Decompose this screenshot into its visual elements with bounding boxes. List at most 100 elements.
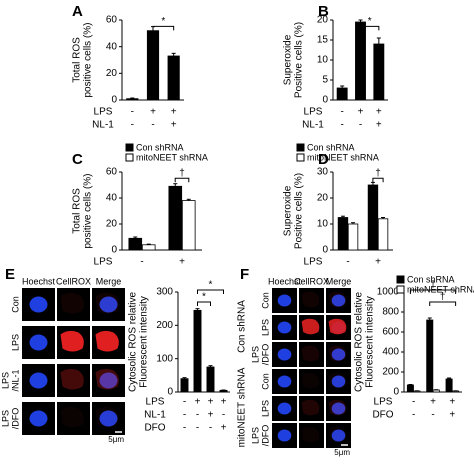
condition-value: - — [196, 423, 199, 434]
y-tick-label: 20 — [106, 68, 118, 79]
condition-value: + — [376, 107, 382, 118]
condition-value: - — [412, 410, 415, 421]
y-tick-label: 0 — [111, 245, 117, 256]
row-label: /NL-1 — [10, 369, 20, 391]
y-axis-label: Superoxide — [283, 34, 294, 85]
condition-value: + — [208, 410, 214, 421]
y-tick-label: 0 — [111, 95, 117, 106]
y-tick-label: 60 — [106, 15, 118, 26]
condition-value: + — [449, 410, 455, 421]
row-label: /DFO — [10, 408, 20, 430]
legend-swatch — [397, 276, 404, 283]
condition-value: + — [150, 107, 156, 118]
nucleus — [278, 375, 292, 387]
y-tick-label: 20 — [317, 15, 329, 26]
condition-value: + — [449, 397, 455, 408]
nucleus — [278, 402, 292, 414]
condition-value: - — [151, 120, 154, 131]
legend-label: mitoNEET shRNA — [136, 152, 208, 162]
legend-swatch — [297, 154, 304, 161]
legend-label: Con shRNA — [136, 142, 184, 152]
y-tick-label: 20 — [106, 219, 118, 230]
y-axis-label: Cytosolic ROS relative — [354, 292, 365, 392]
condition-value: - — [412, 397, 415, 408]
condition-value: + — [376, 120, 382, 131]
column-header: CellROX — [294, 276, 329, 286]
significance-mark: † — [179, 168, 185, 179]
condition-value: - — [131, 107, 134, 118]
condition-value: + — [179, 257, 185, 268]
condition-value: + — [195, 397, 201, 408]
y-axis-label: Total ROS — [72, 37, 83, 83]
nucleus — [30, 335, 48, 351]
y-tick-label: 0 — [322, 95, 328, 106]
y-tick-label: 0 — [393, 387, 399, 398]
y-axis-label: Positive cells (%) — [294, 22, 305, 98]
condition-name: DFO — [372, 410, 393, 421]
y-axis-label: Cytosolic ROS relative — [128, 292, 139, 392]
row-label: LPS — [250, 427, 260, 444]
condition-value: + — [358, 107, 364, 118]
bar — [433, 390, 439, 392]
bar — [127, 99, 138, 100]
bar — [168, 56, 179, 100]
panel-label: E — [5, 266, 15, 283]
condition-value: - — [183, 410, 186, 421]
bar — [207, 367, 214, 392]
condition-value: - — [196, 410, 199, 421]
nucleus — [278, 294, 292, 306]
y-tick-label: 0 — [322, 245, 328, 256]
bar — [407, 385, 413, 392]
condition-name: LPS — [374, 397, 393, 408]
significance-mark: * — [209, 280, 213, 291]
condition-name: NL-1 — [144, 410, 166, 421]
bar — [337, 88, 347, 100]
legend-label: mitoNEET shRNA — [307, 152, 379, 162]
significance-mark: * — [202, 292, 206, 303]
row-label: Con — [260, 373, 270, 390]
y-tick-label: 20 — [317, 193, 329, 204]
condition-value: - — [222, 410, 225, 421]
legend-swatch — [397, 286, 404, 293]
y-tick-label: 10 — [317, 219, 329, 230]
error-bar — [408, 385, 412, 386]
legend-swatch — [126, 154, 133, 161]
bar — [355, 22, 365, 100]
condition-value: - — [183, 423, 186, 434]
condition-value: + — [430, 397, 436, 408]
condition-value: - — [431, 410, 434, 421]
group-label: Con shRNA — [237, 300, 248, 353]
y-axis-label: positive cells (%) — [83, 173, 94, 248]
error-bar — [377, 38, 381, 44]
significance-mark: * — [368, 16, 372, 27]
y-tick-label: 200 — [382, 367, 399, 378]
condition-value: + — [375, 257, 381, 268]
bar — [374, 44, 384, 100]
bar — [368, 185, 378, 250]
condition-name: LPS — [304, 257, 323, 268]
nucleus — [278, 348, 292, 360]
nucleus — [30, 373, 48, 389]
y-tick-label: 600 — [382, 327, 399, 338]
bar — [348, 224, 358, 250]
scale-label: 5μm — [108, 435, 124, 444]
group-label: mitoNEET shRNA — [237, 367, 248, 447]
bar — [169, 186, 182, 250]
row-label: Con — [10, 296, 20, 313]
condition-value: + — [208, 397, 214, 408]
legend-swatch — [126, 144, 133, 151]
y-axis-label: Fluorescent intensity — [365, 296, 376, 388]
y-tick-label: 40 — [106, 41, 118, 52]
y-tick-label: 40 — [106, 193, 118, 204]
row-label: LPS — [260, 400, 270, 417]
y-tick-label: 1000 — [377, 287, 400, 298]
condition-value: - — [346, 257, 349, 268]
legend-label: Con shRNA — [307, 142, 355, 152]
y-axis-label: Fluorescent intensity — [139, 296, 150, 388]
y-axis-label: Positive cells (%) — [294, 173, 305, 249]
column-header: Merge — [326, 276, 352, 286]
condition-name: NL-1 — [302, 120, 324, 131]
panel-label: C — [72, 151, 83, 168]
y-tick-label: 5 — [322, 75, 328, 86]
